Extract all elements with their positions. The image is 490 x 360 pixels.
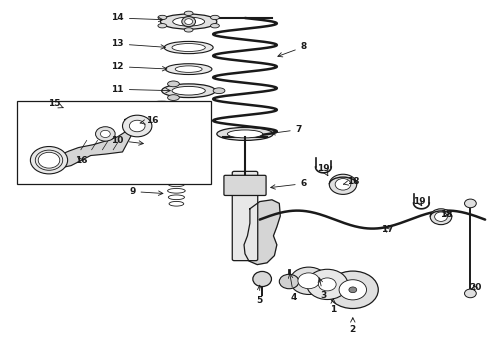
Circle shape: [339, 280, 367, 300]
Text: 9: 9: [129, 187, 163, 196]
Ellipse shape: [213, 88, 225, 94]
Ellipse shape: [184, 11, 193, 15]
Ellipse shape: [184, 28, 193, 32]
Text: 16: 16: [74, 156, 87, 165]
Ellipse shape: [217, 127, 273, 140]
Ellipse shape: [158, 23, 167, 28]
Text: 6: 6: [271, 179, 307, 189]
Circle shape: [435, 212, 447, 221]
Text: 14: 14: [111, 13, 163, 22]
Circle shape: [465, 289, 476, 298]
Text: 19: 19: [413, 197, 425, 206]
Circle shape: [279, 274, 299, 289]
Circle shape: [307, 269, 348, 300]
Bar: [17, 101, 211, 184]
Circle shape: [298, 273, 319, 289]
Ellipse shape: [168, 95, 179, 100]
Circle shape: [318, 278, 336, 291]
Circle shape: [96, 127, 115, 141]
Polygon shape: [47, 117, 145, 169]
Circle shape: [329, 174, 357, 194]
Ellipse shape: [172, 44, 205, 51]
Circle shape: [100, 130, 110, 138]
Ellipse shape: [162, 84, 216, 98]
Text: 11: 11: [111, 85, 170, 94]
Text: 17: 17: [381, 225, 393, 234]
Circle shape: [349, 287, 357, 293]
Text: 2: 2: [350, 318, 356, 334]
Text: 10: 10: [111, 136, 143, 145]
Text: 7: 7: [271, 125, 302, 135]
Ellipse shape: [158, 15, 167, 20]
Circle shape: [335, 179, 351, 190]
Text: 16: 16: [140, 116, 158, 125]
FancyBboxPatch shape: [224, 175, 266, 195]
Text: 4: 4: [289, 274, 297, 302]
Text: 15: 15: [48, 99, 63, 108]
Circle shape: [290, 267, 327, 294]
Ellipse shape: [211, 15, 220, 20]
Ellipse shape: [253, 271, 271, 287]
Circle shape: [465, 199, 476, 208]
Ellipse shape: [161, 14, 217, 29]
FancyBboxPatch shape: [232, 171, 258, 261]
Text: 20: 20: [469, 284, 482, 292]
Text: 18: 18: [343, 177, 359, 186]
Ellipse shape: [211, 24, 220, 28]
Ellipse shape: [166, 64, 212, 75]
Ellipse shape: [227, 130, 263, 138]
Polygon shape: [244, 200, 280, 265]
Text: 8: 8: [278, 42, 307, 57]
Circle shape: [182, 17, 196, 27]
Circle shape: [38, 152, 60, 168]
Text: 13: 13: [111, 40, 165, 49]
Text: 5: 5: [257, 285, 263, 305]
Circle shape: [30, 147, 68, 174]
Circle shape: [129, 120, 145, 132]
Circle shape: [122, 115, 152, 137]
Text: 12: 12: [111, 62, 167, 71]
Text: 1: 1: [330, 299, 336, 314]
Circle shape: [327, 271, 378, 309]
Ellipse shape: [175, 66, 202, 72]
Ellipse shape: [168, 81, 179, 87]
Ellipse shape: [172, 17, 205, 26]
Text: 18: 18: [440, 210, 452, 219]
Ellipse shape: [164, 41, 213, 54]
Circle shape: [185, 19, 193, 24]
Text: 19: 19: [317, 163, 330, 176]
Ellipse shape: [172, 86, 205, 95]
Text: 3: 3: [318, 278, 326, 300]
Circle shape: [430, 209, 452, 225]
